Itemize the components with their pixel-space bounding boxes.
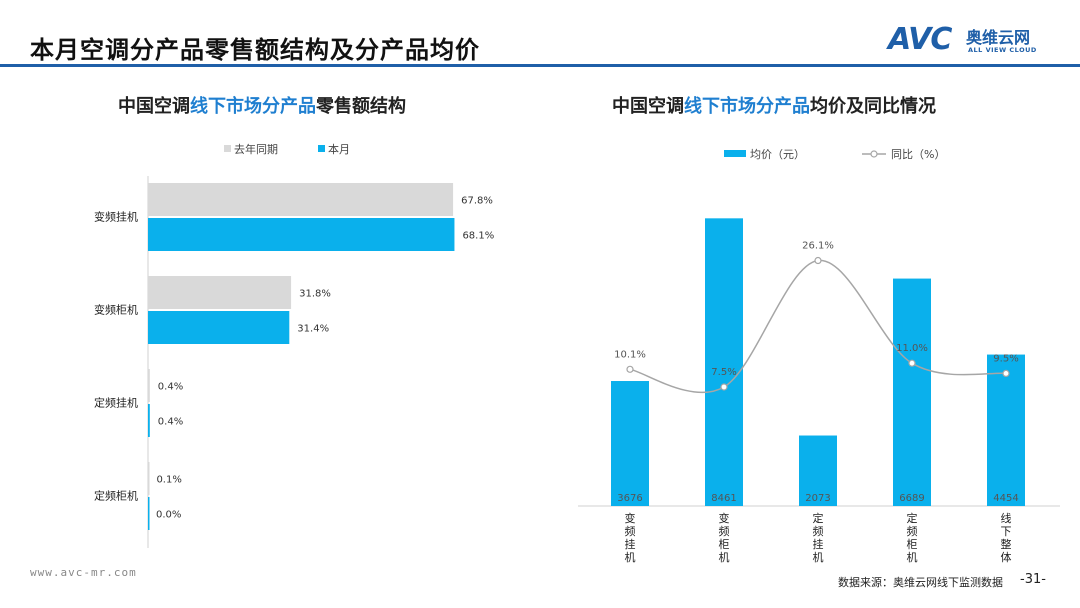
data-label-yoy: 26.1% <box>802 241 834 252</box>
page-title: 本月空调分产品零售额结构及分产品均价 <box>30 36 480 64</box>
logo-cn-text: 奥维云网 <box>966 28 1031 47</box>
logo-en-text: ALL VIEW CLOUD <box>968 46 1037 54</box>
category-label: 定 <box>813 511 824 525</box>
bar-last-year <box>148 369 150 402</box>
category-label: 定频柜机 <box>94 489 138 503</box>
footer-source: 数据来源：奥维云网线下监测数据 <box>838 576 1003 589</box>
category-label: 柜 <box>907 538 918 551</box>
category-label: 机 <box>907 550 918 564</box>
bar-last-year <box>148 462 150 495</box>
category-label: 频 <box>813 524 824 538</box>
bar-avg-price <box>611 381 649 506</box>
bar-current <box>148 218 455 251</box>
data-label-avg-price: 2073 <box>805 493 830 504</box>
data-label-current: 0.4% <box>158 417 183 428</box>
category-label: 下 <box>1001 525 1012 538</box>
yoy-point <box>814 256 822 265</box>
data-label-avg-price: 4454 <box>993 493 1018 504</box>
bar-avg-price <box>893 278 931 506</box>
category-label: 变频挂机 <box>94 210 138 224</box>
page-number: -31- <box>1020 572 1046 587</box>
category-label: 线 <box>1001 511 1012 525</box>
data-label-current: 31.4% <box>297 324 329 335</box>
legend-marker-current <box>318 145 325 152</box>
category-label: 机 <box>813 550 824 564</box>
data-label-yoy: 11.0% <box>896 343 928 354</box>
category-label: 机 <box>719 550 730 564</box>
legend-marker-last-year <box>224 145 231 152</box>
yoy-point <box>908 359 916 367</box>
legend-marker-avg-price <box>724 150 746 157</box>
right-title-highlight: 线下市场分产品 <box>684 96 810 117</box>
data-label-yoy: 7.5% <box>711 367 736 378</box>
legend-label-current: 本月 <box>328 142 350 156</box>
left-title-highlight: 线下市场分产品 <box>190 96 316 117</box>
logo-mark: AVC <box>888 22 952 57</box>
category-label: 机 <box>625 550 636 564</box>
right-title-part2: 均价及同比情况 <box>810 96 936 117</box>
category-label: 变 <box>719 511 730 525</box>
category-label: 体 <box>1001 550 1012 564</box>
category-label: 变 <box>625 511 636 525</box>
data-label-current: 68.1% <box>462 231 494 242</box>
right-chart-title: 中国空调线下市场分产品均价及同比情况 <box>612 92 936 118</box>
data-label-avg-price: 3676 <box>617 493 642 504</box>
yoy-series-line <box>629 259 1007 394</box>
data-label-last-year: 0.4% <box>158 382 183 393</box>
left-title-part2: 零售额结构 <box>316 96 406 117</box>
avc-logo: AVC 奥维云网 ALL VIEW CLOUD <box>888 22 1058 58</box>
yoy-point <box>626 365 634 373</box>
legend-marker-yoy-point <box>870 150 878 158</box>
left-title-part1: 中国空调 <box>118 96 190 117</box>
legend-label-avg-price: 均价（元） <box>750 148 805 161</box>
category-label: 柜 <box>719 538 730 551</box>
bar-avg-price <box>705 218 743 506</box>
footer-url: www.avc-mr.com <box>30 566 137 579</box>
data-label-current: 0.0% <box>156 510 181 521</box>
bar-current <box>148 311 290 344</box>
data-label-avg-price: 6689 <box>899 493 924 504</box>
avg-price-chart: 均价（元） 同比（%） 3676 8461 2073 6689 4454 10.1% 7.5% 2… <box>578 148 1060 564</box>
category-label: 挂 <box>813 537 824 551</box>
yoy-point <box>1002 369 1010 377</box>
bar-current <box>148 497 150 530</box>
category-label: 频 <box>719 524 730 538</box>
data-label-last-year: 0.1% <box>156 475 181 486</box>
data-label-avg-price: 8461 <box>711 493 736 504</box>
left-chart-title: 中国空调线下市场分产品零售额结构 <box>118 92 406 118</box>
data-label-yoy: 9.5% <box>993 353 1018 364</box>
right-title-part1: 中国空调 <box>612 96 684 117</box>
category-label: 定 <box>907 511 918 525</box>
category-label: 频 <box>625 524 636 538</box>
legend-label-yoy: 同比（%） <box>891 148 945 161</box>
data-label-yoy: 10.1% <box>614 349 646 360</box>
category-label: 整 <box>1001 537 1012 551</box>
bar-current <box>148 404 150 437</box>
category-label: 频 <box>907 524 918 538</box>
bar-avg-price <box>799 435 837 506</box>
category-label: 变频柜机 <box>94 303 138 317</box>
category-label: 挂 <box>625 537 636 551</box>
bar-last-year <box>148 276 292 309</box>
yoy-point <box>720 383 728 391</box>
data-label-last-year: 31.8% <box>299 289 331 300</box>
bar-last-year <box>148 183 454 216</box>
legend-label-last-year: 去年同期 <box>234 142 278 156</box>
category-label: 定频挂机 <box>94 396 138 410</box>
bar-avg-price <box>987 354 1025 506</box>
data-label-last-year: 67.8% <box>461 196 493 207</box>
header-divider <box>0 64 1080 67</box>
